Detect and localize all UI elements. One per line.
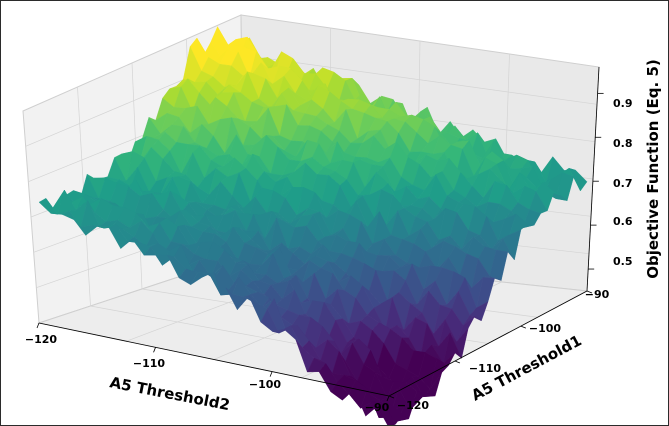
x-tick-label: −100 (249, 378, 282, 391)
y-tick-label: −110 (469, 362, 502, 375)
x-axis-line (38, 322, 390, 397)
surface-mesh (38, 26, 588, 425)
y-axis-line (388, 290, 588, 397)
y-tick-label: −90 (585, 288, 610, 301)
x-tick-mark (269, 371, 273, 377)
z-axis-line (586, 66, 600, 292)
z-tick-label: 0.9 (613, 97, 633, 110)
z-tick-label: 0.6 (613, 215, 633, 228)
x-tick-label: −110 (133, 357, 166, 370)
z-tick-label: 0.5 (613, 255, 633, 268)
y-tick-label: −120 (397, 399, 430, 412)
x-tick-mark (36, 322, 40, 329)
x-tick-mark (386, 395, 390, 402)
y-tick-mark (586, 290, 593, 294)
z-tick-label: 0.7 (613, 177, 633, 190)
x-tick-label: −120 (25, 333, 58, 346)
surface-facet (377, 402, 396, 425)
y-tick-mark (520, 325, 527, 329)
z-axis-label: Objective Function (Eq. 5) (644, 59, 662, 279)
y-tick-label: −100 (529, 322, 562, 335)
y-tick-mark (388, 395, 395, 399)
y-tick-mark (454, 360, 461, 364)
tick-marks (36, 92, 604, 402)
x-tick-mark (153, 347, 156, 353)
x-axis-label: A5 Threshold2 (108, 373, 231, 414)
z-tick-label: 0.8 (613, 137, 633, 150)
x-tick-label: −90 (365, 401, 390, 414)
